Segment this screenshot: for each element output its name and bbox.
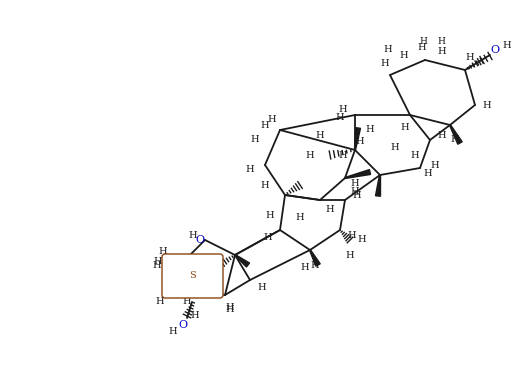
Text: H: H (311, 260, 319, 269)
Text: H: H (154, 257, 162, 266)
Text: O: O (491, 45, 499, 55)
Text: H: H (211, 276, 219, 285)
Text: H: H (226, 305, 234, 315)
Text: H: H (381, 58, 390, 67)
FancyBboxPatch shape (162, 254, 223, 298)
Text: H: H (384, 45, 392, 55)
Text: H: H (351, 179, 359, 188)
Text: H: H (353, 191, 362, 199)
Text: H: H (411, 150, 419, 160)
Polygon shape (235, 255, 250, 267)
Text: H: H (226, 302, 234, 312)
Text: H: H (451, 136, 459, 144)
Text: H: H (400, 50, 408, 60)
Text: O: O (178, 320, 188, 330)
Text: H: H (189, 230, 197, 240)
Text: H: H (424, 169, 433, 177)
Text: H: H (183, 298, 191, 307)
Text: H: H (418, 44, 426, 53)
Text: H: H (366, 125, 375, 135)
Text: H: H (246, 166, 254, 174)
Text: H: H (502, 41, 511, 50)
Text: H: H (315, 130, 324, 139)
Text: H: H (261, 180, 269, 190)
Text: H: H (348, 230, 356, 240)
Text: H: H (300, 263, 309, 273)
Text: H: H (159, 247, 167, 257)
Text: H: H (268, 116, 276, 124)
Text: H: H (266, 210, 275, 219)
Polygon shape (450, 125, 462, 144)
Text: H: H (438, 47, 447, 56)
Text: H: H (153, 260, 161, 269)
Text: H: H (401, 122, 409, 132)
Text: H: H (437, 38, 445, 47)
Text: H: H (351, 188, 359, 196)
Text: H: H (191, 310, 199, 319)
Text: H: H (257, 283, 266, 293)
Text: H: H (339, 150, 347, 160)
Text: H: H (326, 205, 334, 215)
Text: O: O (195, 235, 205, 245)
Polygon shape (345, 169, 370, 179)
Text: H: H (483, 100, 491, 110)
Text: H: H (296, 213, 304, 222)
Text: H: H (336, 113, 344, 122)
Text: H: H (430, 160, 439, 169)
Polygon shape (354, 128, 361, 150)
Text: H: H (356, 138, 364, 147)
Text: H: H (169, 327, 177, 337)
Text: S: S (189, 271, 195, 279)
Text: H: H (306, 150, 314, 160)
Text: H: H (391, 144, 399, 152)
Text: H: H (156, 298, 164, 307)
Text: H: H (419, 38, 427, 47)
Polygon shape (376, 175, 381, 196)
Text: H: H (466, 53, 474, 63)
Text: H: H (264, 233, 272, 243)
Text: H: H (166, 260, 175, 269)
Text: H: H (438, 130, 447, 139)
Text: H: H (346, 251, 354, 260)
Polygon shape (310, 250, 320, 266)
Text: H: H (261, 121, 269, 130)
Text: H: H (358, 235, 366, 244)
Text: H: H (251, 136, 260, 144)
Text: H: H (339, 105, 347, 114)
Text: H: H (166, 274, 175, 282)
